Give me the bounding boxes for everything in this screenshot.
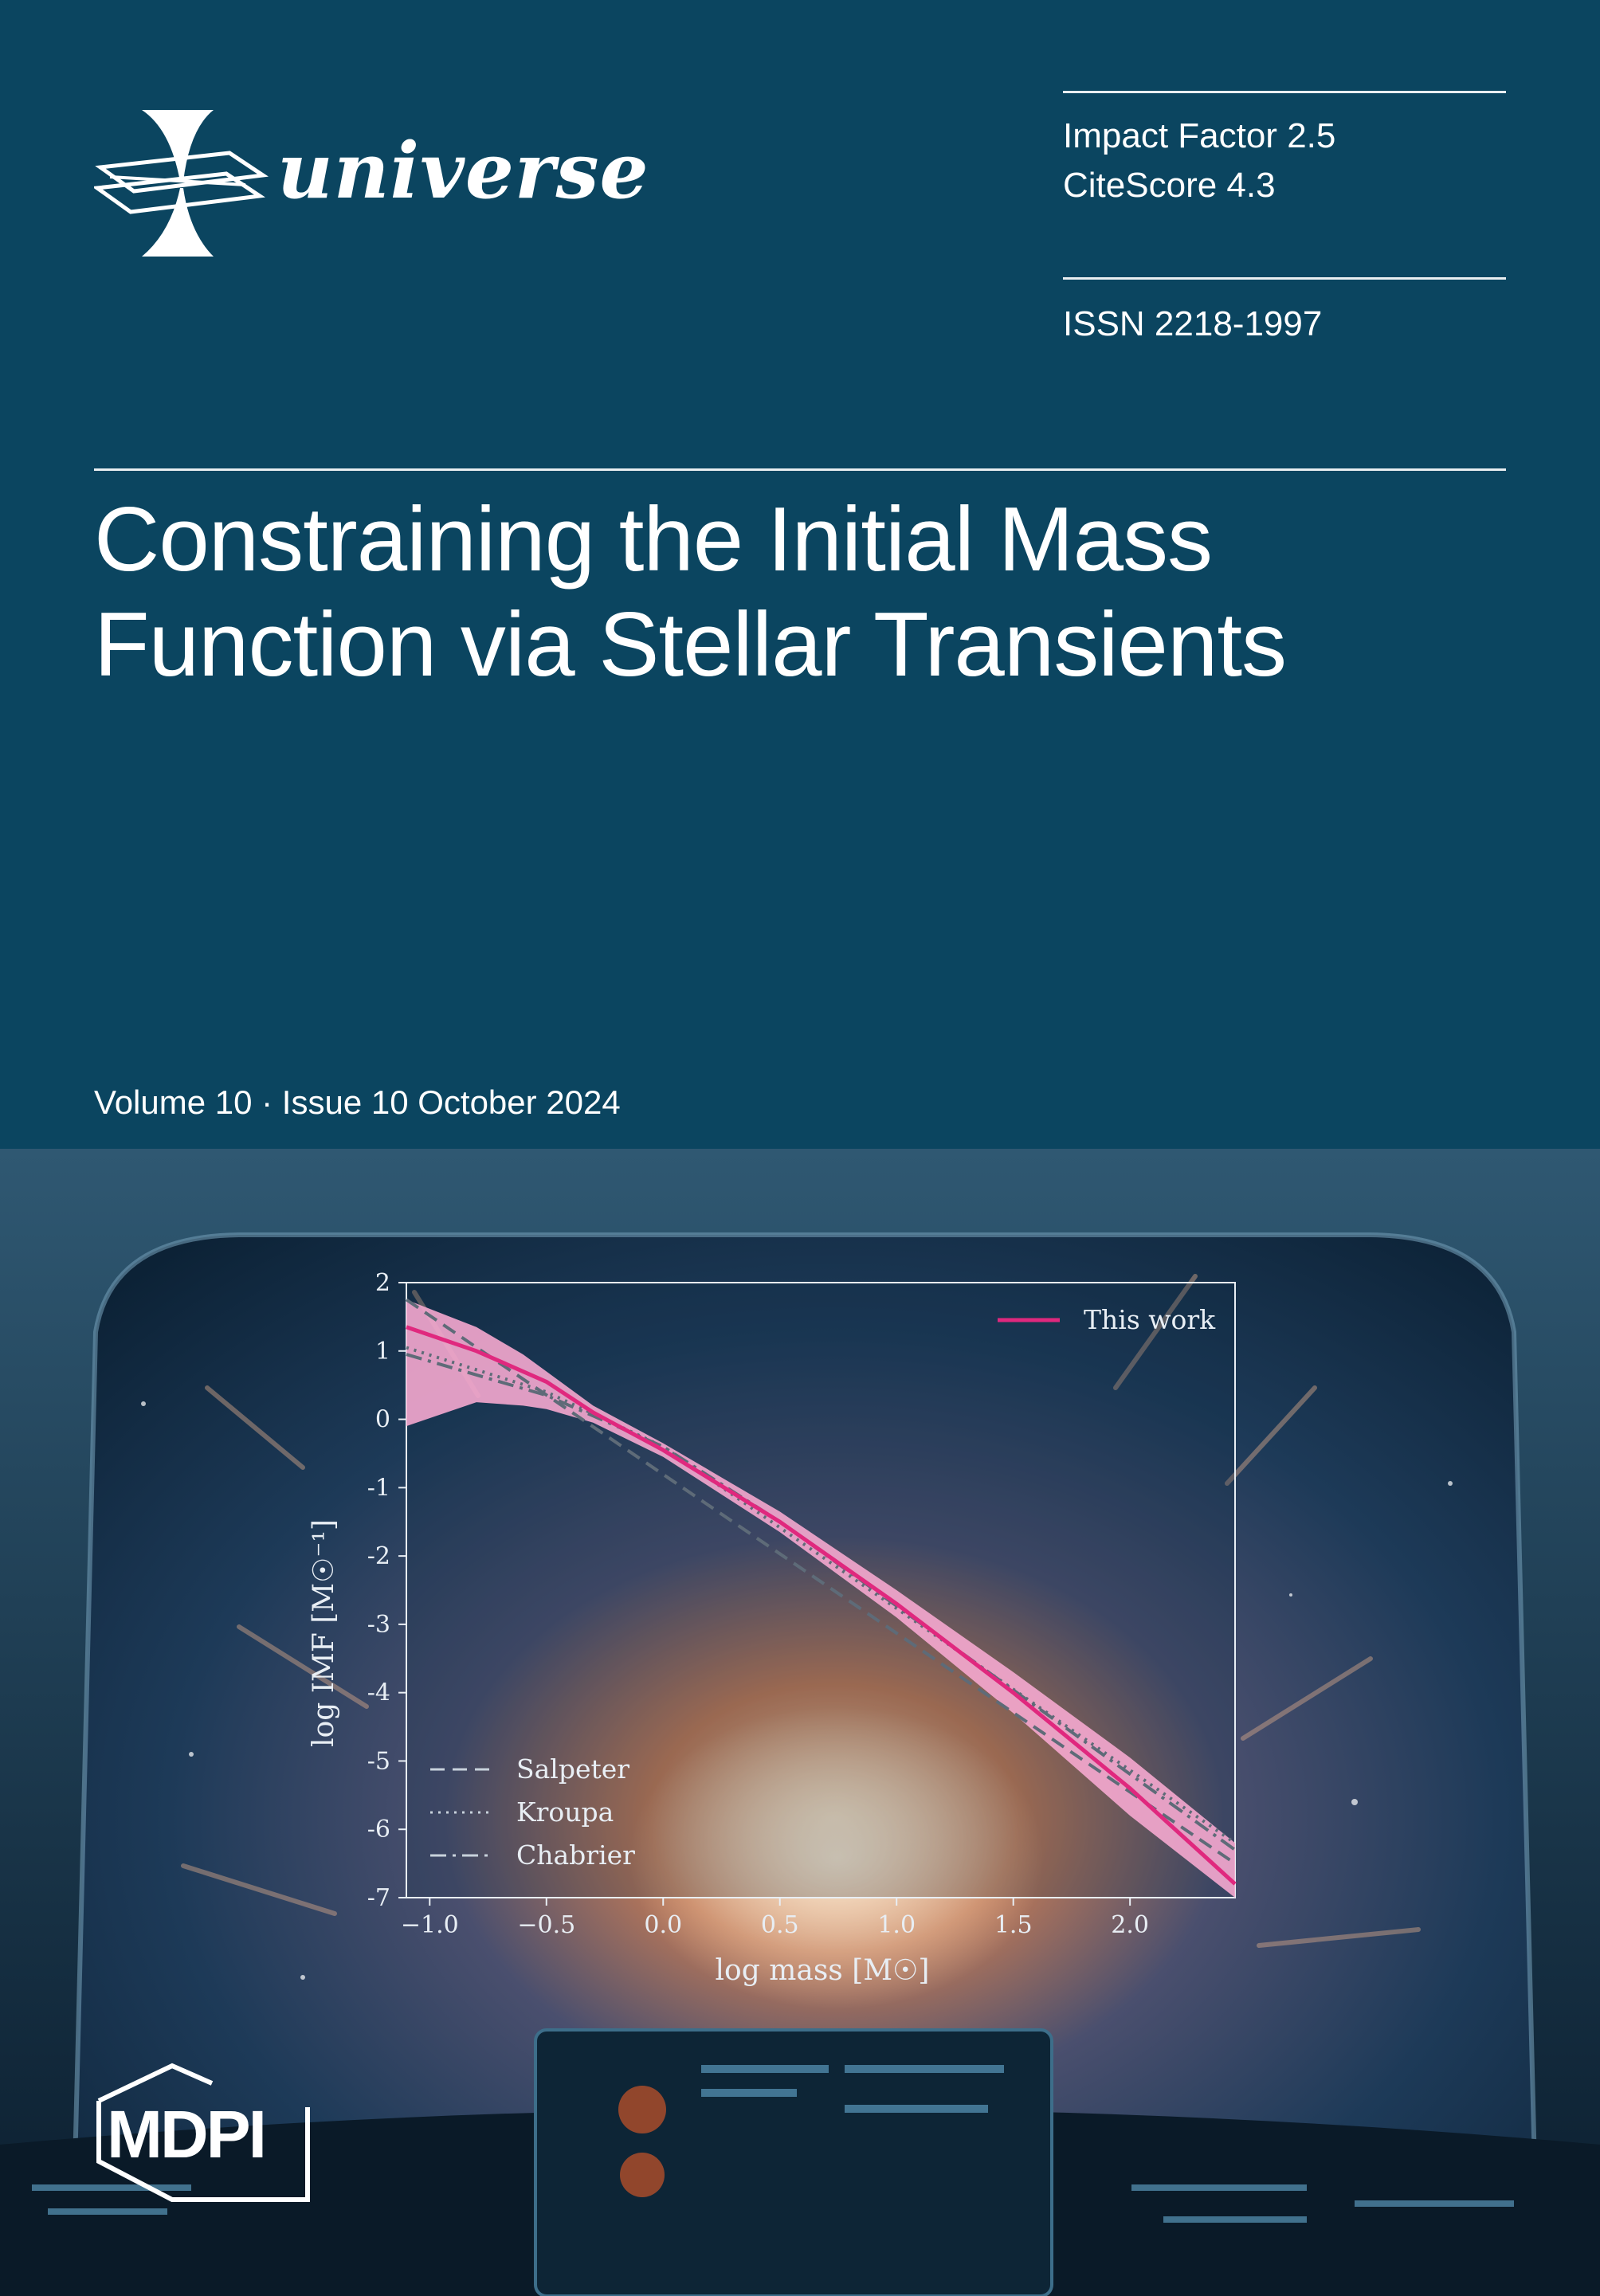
space-background	[0, 1149, 1600, 2296]
publisher-name: MDPI	[107, 2097, 267, 2172]
x-tick-label: 0.5	[761, 1911, 799, 1939]
x-tick-label: 1.5	[994, 1911, 1033, 1939]
publisher-logo: MDPI	[92, 2059, 316, 2203]
series-line-this-work	[406, 1325, 1237, 1886]
journal-name: universe	[277, 126, 649, 216]
y-tick-label: -6	[367, 1816, 390, 1843]
y-tick-label: -5	[367, 1747, 390, 1775]
legend-this-work: This work	[1084, 1304, 1216, 1335]
issue-line: Volume 10 · Issue 10 October 2024	[94, 1083, 621, 1121]
series-line-chabrier	[406, 1353, 1237, 1851]
citescore: CiteScore 4.3	[1063, 166, 1276, 205]
universe-emblem-icon	[94, 110, 269, 257]
mdpi-hexagon-icon	[96, 2063, 310, 2202]
x-tick-label: 2.0	[1111, 1911, 1149, 1939]
y-tick-label: -2	[367, 1542, 390, 1570]
legend-kroupa: Kroupa	[516, 1796, 614, 1828]
x-tick-label: −0.5	[517, 1911, 575, 1939]
imf-chart: −1.0 −0.5 0.0 0.5 1.0 1.5 2.0 2 1 0 -1 -2 -3 -4 -5 -6 -7…	[308, 1269, 1237, 1987]
impact-factor: Impact Factor 2.5	[1063, 116, 1336, 155]
x-tick-label: 1.0	[877, 1911, 916, 1939]
y-tick-label: 1	[375, 1338, 390, 1365]
x-tick-label: −1.0	[401, 1911, 459, 1939]
journal-logo: universe	[94, 105, 649, 264]
x-tick-label: 0.0	[644, 1911, 682, 1939]
y-tick-label: -7	[367, 1884, 390, 1912]
y-tick-label: -1	[367, 1474, 390, 1502]
issn: ISSN 2218-1997	[1063, 304, 1323, 343]
legend-chabrier: Chabrier	[516, 1840, 635, 1871]
confidence-band	[406, 1299, 1235, 1898]
y-axis-label: log IMF [M☉⁻¹]	[308, 1519, 340, 1747]
series-line-salpeter	[405, 1298, 1237, 1865]
y-tick-label: 0	[375, 1406, 390, 1434]
y-tick-label: -4	[367, 1679, 390, 1707]
y-tick-label: -3	[367, 1611, 390, 1639]
y-tick-label: 2	[375, 1269, 390, 1297]
article-title: Constraining the Initial Mass Function v…	[94, 489, 1287, 695]
divider-middle	[1063, 277, 1506, 280]
divider-top	[1063, 91, 1506, 93]
cover-artwork: −1.0 −0.5 0.0 0.5 1.0 1.5 2.0 2 1 0 -1 -2 -3 -4 -5 -6 -7…	[0, 1149, 1600, 2296]
x-axis-label: log mass [M☉]	[716, 1954, 930, 1987]
divider-title	[94, 468, 1506, 471]
legend-salpeter: Salpeter	[516, 1753, 629, 1785]
